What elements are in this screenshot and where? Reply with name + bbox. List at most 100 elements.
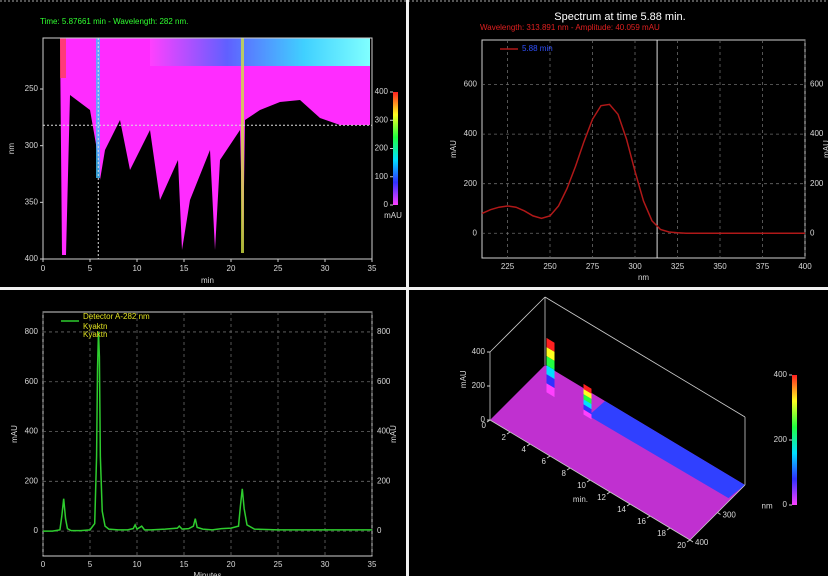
- y-tick: [690, 540, 693, 542]
- x-tick: [627, 504, 630, 506]
- axis-line: [490, 297, 545, 352]
- y-tick-label: 400: [25, 254, 39, 263]
- x-tick-label: 275: [586, 262, 600, 271]
- colorbar-tick-label: 300: [375, 115, 389, 124]
- x-tick-label: 350: [713, 262, 727, 271]
- contour-band: [150, 38, 370, 66]
- colorbar-label: mAU: [384, 211, 402, 220]
- x-tick: [567, 468, 570, 470]
- x-tick-label: 15: [180, 264, 189, 273]
- y2-tick-label: 200: [377, 476, 391, 485]
- y-tick-label: 200: [25, 476, 39, 485]
- x-tick-label: 20: [227, 264, 236, 273]
- z-tick-label: 200: [472, 381, 486, 390]
- x-tick-label: 30: [321, 264, 330, 273]
- x-axis-label: Minutes: [193, 571, 221, 576]
- x-tick: [587, 480, 590, 482]
- colorbar-tick-label: 400: [774, 370, 788, 379]
- contour-ridge: [60, 38, 66, 78]
- x-tick-label: 5: [88, 264, 93, 273]
- z-tick-label: 0: [481, 415, 486, 424]
- colorbar-tick-label: 200: [774, 435, 788, 444]
- y-tick-label: 400: [464, 129, 478, 138]
- y-tick-label: 250: [25, 84, 39, 93]
- chart-subtitle: Wavelength: 313.891 nm - Amplitude: 40.0…: [480, 23, 660, 32]
- x-tick-label: 12: [597, 493, 606, 502]
- x-tick: [547, 456, 550, 458]
- colorbar-tick-label: 200: [375, 144, 389, 153]
- x-tick: [667, 528, 670, 530]
- x-tick-label: 4: [522, 445, 527, 454]
- x-tick-label: 325: [671, 262, 685, 271]
- separator-horizontal: [0, 287, 828, 290]
- x-tick-label: 20: [227, 560, 236, 569]
- x-axis-label: nm: [638, 273, 649, 282]
- x-tick-label: 35: [368, 264, 377, 273]
- y2-tick-label: 200: [810, 179, 824, 188]
- x-tick-label: 25: [274, 560, 283, 569]
- y-axis-label: mAU: [449, 140, 458, 158]
- contour-region: [60, 38, 370, 255]
- colorbar-tick-label: 100: [375, 172, 389, 181]
- x-tick-label: 18: [657, 529, 666, 538]
- y-tick-label: 400: [25, 427, 39, 436]
- y-tick-label: 800: [25, 327, 39, 336]
- y2-tick-label: 400: [810, 129, 824, 138]
- x-tick-label: 225: [501, 262, 515, 271]
- x-tick-label: 10: [577, 481, 586, 490]
- y-tick-label: 600: [464, 80, 478, 89]
- y-tick-label: 300: [723, 511, 737, 520]
- y-axis-label: nm: [762, 502, 773, 511]
- x-tick-label: 15: [180, 560, 189, 569]
- z-tick-label: 400: [472, 347, 486, 356]
- x-tick-label: 400: [798, 262, 812, 271]
- plot-frame: [43, 312, 372, 556]
- x-axis-label: min: [201, 276, 214, 285]
- colorbar: [792, 375, 797, 505]
- z-axis-label: mAU: [459, 370, 468, 388]
- x-axis-label: min.: [573, 495, 588, 504]
- plot-frame: [482, 40, 805, 258]
- x-tick-label: 5: [88, 560, 93, 569]
- x-tick-label: 6: [542, 457, 547, 466]
- y-tick-label: 200: [464, 179, 478, 188]
- y2-tick-label: 600: [810, 80, 824, 89]
- y-tick: [718, 513, 721, 515]
- header: Time: 5.87661 min - Wavelength: 282 nm.: [40, 17, 188, 26]
- x-tick-label: 0: [41, 560, 46, 569]
- x-tick-label: 14: [617, 505, 626, 514]
- y-tick-label: 0: [473, 228, 478, 237]
- x-tick: [647, 516, 650, 518]
- colorbar-tick-label: 0: [783, 500, 788, 509]
- y-tick-label: 300: [25, 141, 39, 150]
- y2-tick-label: 0: [810, 228, 815, 237]
- legend-label: 5.88 min: [522, 44, 553, 53]
- x-tick-label: 35: [368, 560, 377, 569]
- annotation: Kyaktn: [83, 330, 107, 339]
- x-tick: [527, 444, 530, 446]
- y-axis-label: mAU: [10, 425, 19, 443]
- x-tick-label: 0: [41, 264, 46, 273]
- x-tick-label: 250: [543, 262, 557, 271]
- x-tick: [687, 540, 690, 542]
- y2-tick-label: 600: [377, 377, 391, 386]
- x-tick-label: 10: [133, 560, 142, 569]
- contour-image: [60, 38, 398, 255]
- x-tick-label: 2: [502, 433, 507, 442]
- legend-label: Detector A-282 nm: [83, 312, 150, 321]
- y-tick-label: 600: [25, 377, 39, 386]
- x-tick-label: 8: [562, 469, 567, 478]
- x-tick-label: 16: [637, 517, 646, 526]
- contour-ridge: [241, 38, 244, 253]
- colorbar-tick-label: 400: [375, 87, 389, 96]
- x-tick-label: 30: [321, 560, 330, 569]
- page: {"chart_data": [ {"type": "contour", "he…: [0, 0, 828, 576]
- screen: Time: 5.87661 min - Wavelength: 282 nm. 0…: [0, 0, 828, 576]
- y2-axis-label: mAU: [389, 425, 398, 443]
- x-tick: [607, 492, 610, 494]
- y-tick-label: 0: [34, 526, 39, 535]
- y-tick-label: 400: [695, 538, 709, 547]
- colorbar: [393, 92, 398, 205]
- chart-title: Spectrum at time 5.88 min.: [554, 11, 685, 23]
- colorbar-tick-label: 0: [384, 200, 389, 209]
